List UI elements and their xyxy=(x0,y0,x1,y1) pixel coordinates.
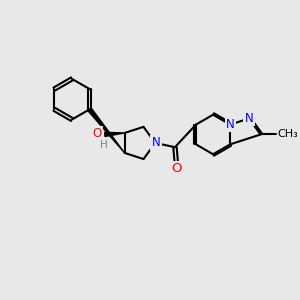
Text: O: O xyxy=(92,127,101,140)
Text: N: N xyxy=(152,136,161,149)
Text: CH₃: CH₃ xyxy=(278,130,298,140)
Text: N: N xyxy=(244,112,253,125)
Polygon shape xyxy=(105,132,124,137)
Text: H: H xyxy=(100,140,107,150)
Text: O: O xyxy=(171,162,181,175)
Polygon shape xyxy=(88,108,124,153)
Text: N: N xyxy=(226,118,235,130)
